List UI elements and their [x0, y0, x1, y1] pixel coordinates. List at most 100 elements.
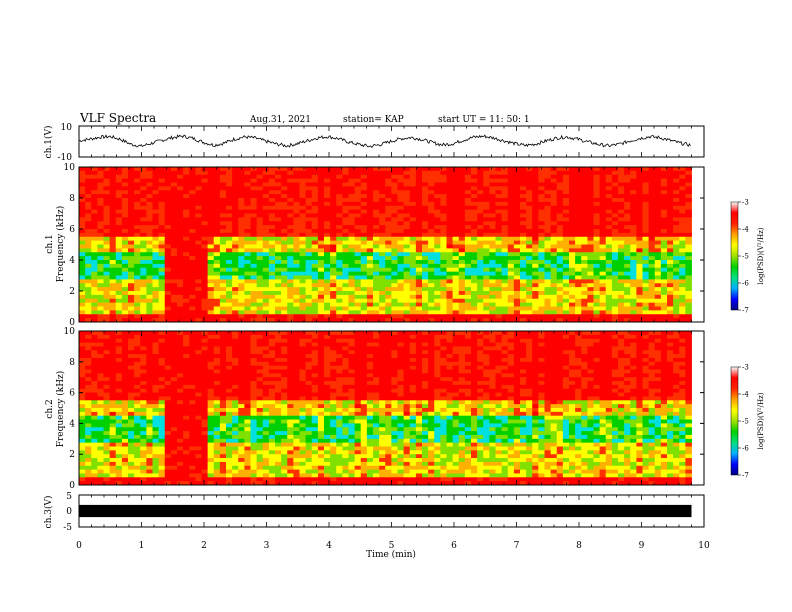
spec1-cell	[624, 275, 631, 280]
ch1-ytick-bottom: -10	[58, 153, 73, 163]
spec1-cell	[189, 267, 196, 273]
spec1-cell	[170, 287, 178, 292]
spec1-cell	[507, 182, 515, 187]
spec1-cell	[654, 170, 662, 176]
spec2-cell	[195, 331, 202, 336]
spec2-cell	[213, 354, 221, 359]
spec1-cell	[562, 302, 570, 307]
spec1-cell	[115, 221, 123, 226]
spec1-cell	[538, 221, 545, 226]
spec1-cell	[471, 310, 478, 315]
spec1-cell	[415, 198, 423, 203]
spec2-cell	[177, 450, 184, 455]
spec1-cell	[336, 205, 343, 211]
spec1-cell	[642, 310, 650, 315]
spec2-cell	[177, 446, 184, 451]
spec1-cell	[415, 213, 423, 218]
spec1-cell	[667, 279, 674, 284]
spec1-cell	[477, 302, 484, 307]
spec2-cell	[201, 373, 209, 378]
spec2-cell	[79, 461, 86, 467]
spec2-cell	[109, 411, 117, 417]
spec1-cell	[520, 267, 527, 273]
spec1-cell	[618, 217, 625, 222]
spec1-cell	[483, 178, 490, 183]
spec1-cell	[605, 260, 613, 265]
spec1-cell	[317, 298, 325, 304]
spec1-cell	[526, 294, 533, 300]
spec1-cell	[189, 279, 196, 284]
ch1-spec-ylabel-ch: ch.1	[45, 234, 55, 253]
spec1-cell	[599, 302, 607, 307]
spec2-cell	[152, 350, 160, 355]
spec1-cell	[244, 167, 251, 172]
spec1-cell	[532, 318, 539, 323]
spec2-cell	[189, 419, 196, 424]
spec1-cell	[642, 213, 650, 218]
spec1-cell	[238, 310, 245, 315]
spec1-cell	[391, 182, 398, 187]
spec1-cell	[91, 314, 98, 319]
spec2-cell	[115, 434, 123, 440]
spec1-cell	[250, 225, 258, 230]
spec1-cell	[630, 260, 637, 265]
spec1-cell	[489, 248, 496, 253]
spec1-cell	[569, 229, 576, 234]
spec1-cell	[170, 306, 178, 311]
spec1-cell	[134, 194, 141, 199]
spec1-cell	[501, 256, 509, 261]
spec1-cell	[605, 221, 613, 226]
spec1-cell	[366, 310, 374, 315]
spec1-cell	[501, 178, 509, 183]
spec2-cell	[146, 357, 153, 363]
spec1-cell	[679, 279, 686, 284]
spec1-cell	[556, 310, 564, 315]
spec1-cell	[317, 279, 325, 284]
spec2-cell	[207, 388, 215, 393]
spec1-cell	[495, 201, 503, 207]
spec1-cell	[232, 287, 239, 292]
spec2-cell	[79, 427, 86, 432]
spec1-cell	[115, 298, 123, 304]
spec1-cell	[91, 205, 98, 211]
spec2-cell	[170, 431, 178, 436]
spec1-cell	[219, 275, 227, 280]
spec1-cell	[581, 256, 588, 261]
spec1-cell	[379, 236, 386, 242]
spec2-cell	[121, 384, 129, 390]
spec1-cell	[330, 306, 337, 311]
spec1-cell	[348, 236, 356, 242]
spec1-cell	[287, 229, 294, 234]
spec1-cell	[360, 198, 368, 203]
spec1-cell	[409, 217, 417, 222]
spec1-cell	[379, 221, 386, 226]
spec1-cell	[556, 291, 564, 296]
spec1-cell	[458, 213, 466, 218]
spec2-cell	[134, 365, 141, 370]
spec1-cell	[409, 182, 417, 187]
spec1-cell	[581, 213, 588, 218]
spec1-cell	[262, 240, 270, 245]
spec1-cell	[507, 167, 515, 172]
spec1-cell	[403, 248, 411, 253]
spec1-cell	[317, 248, 325, 253]
spec2-cell	[146, 481, 153, 486]
spec1-cell	[373, 190, 380, 195]
spec1-cell	[483, 314, 490, 319]
spec1-cell	[140, 310, 147, 315]
spec1-cell	[262, 291, 270, 296]
spec1-cell	[311, 287, 319, 292]
spec2-cell	[140, 481, 147, 486]
spec2-cell	[103, 431, 111, 436]
spec1-cell	[618, 248, 625, 253]
spec1-cell	[213, 263, 221, 269]
spec1-cell	[422, 318, 429, 323]
spec2-cell	[183, 423, 190, 428]
spec1-cell	[379, 205, 386, 211]
spec2-cell	[170, 423, 178, 428]
spec1-cell	[679, 240, 686, 245]
spec1-cell	[471, 178, 478, 183]
spec2-cell	[121, 357, 129, 363]
spec1-cell	[354, 190, 362, 195]
spec1-cell	[158, 186, 166, 191]
